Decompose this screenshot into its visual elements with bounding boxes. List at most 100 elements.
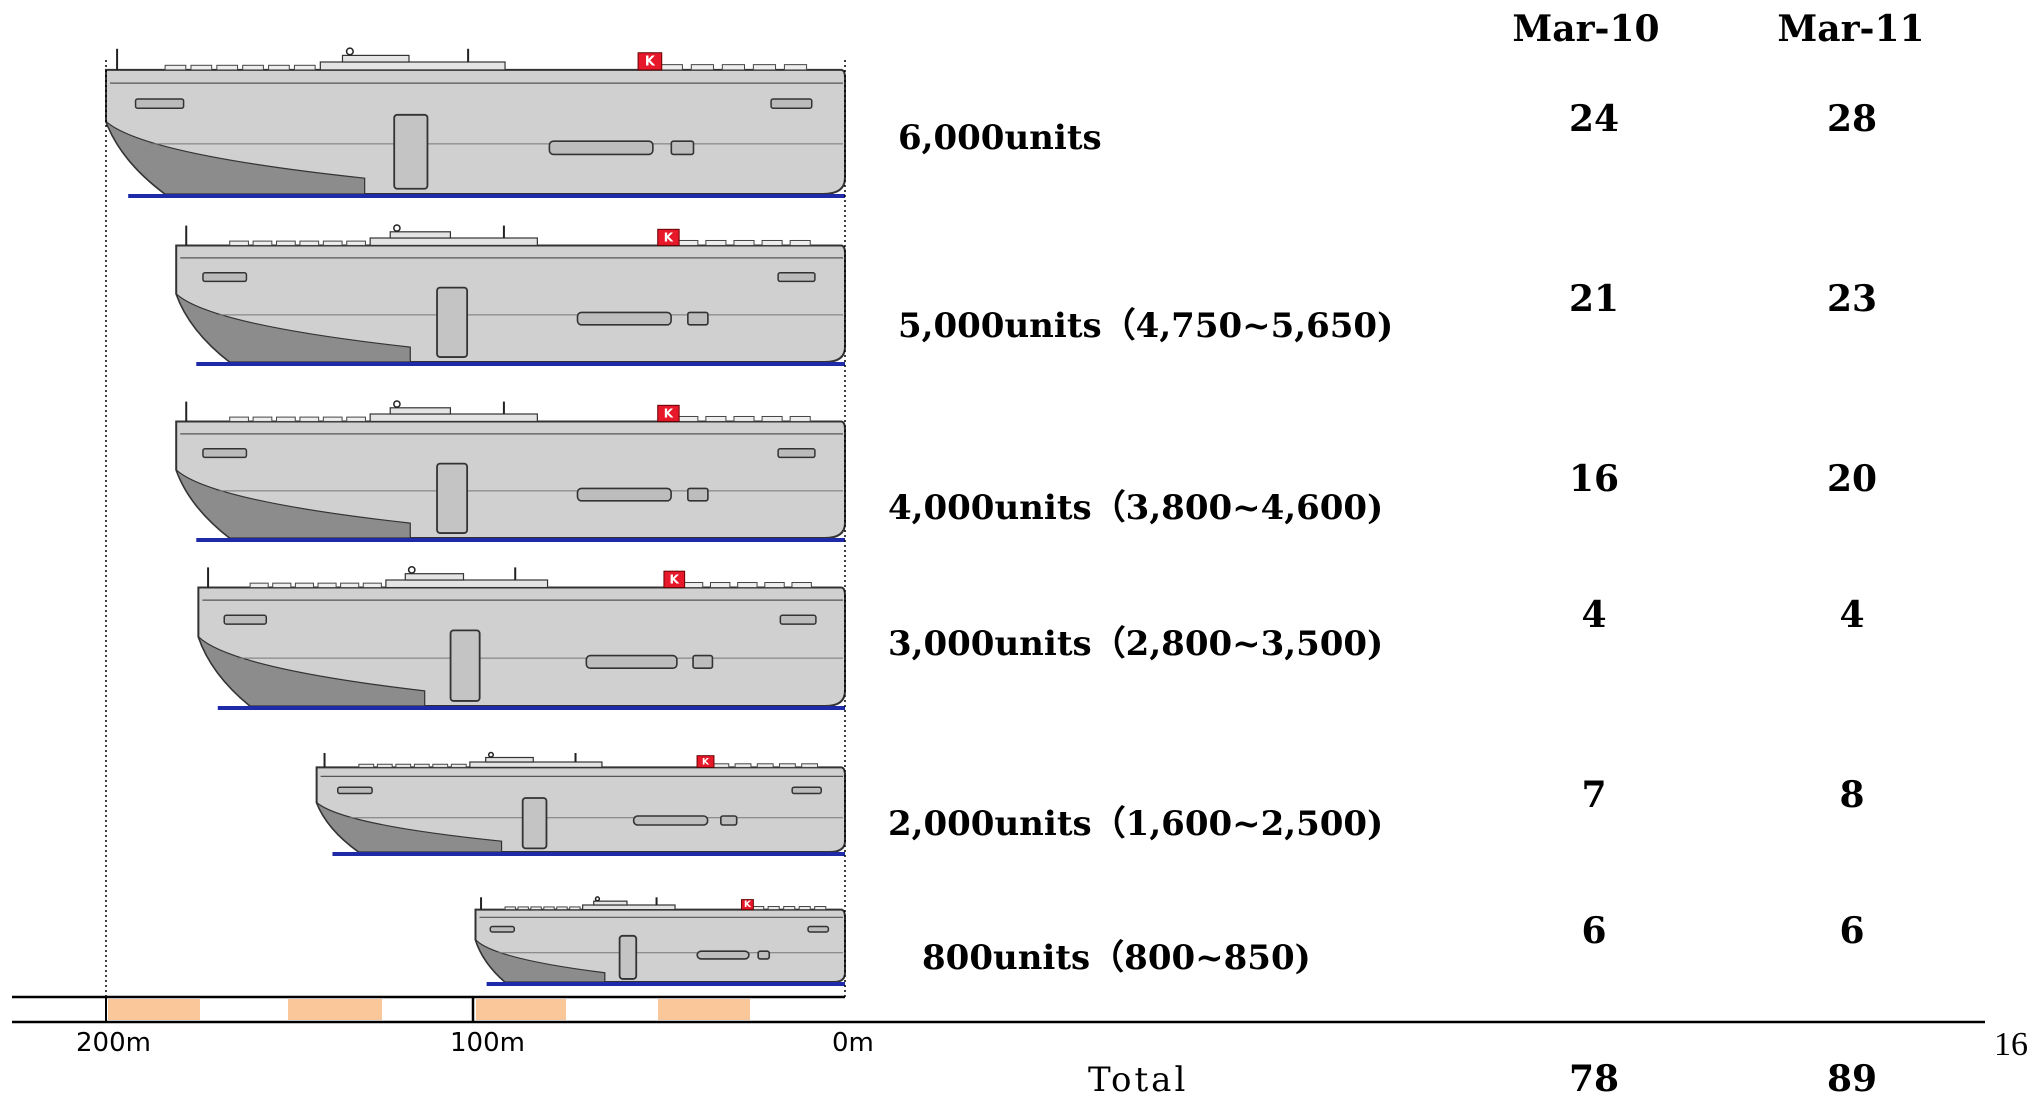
- deck-block: [737, 582, 758, 589]
- deck-block: [734, 763, 752, 768]
- deck-block: [677, 239, 699, 246]
- total-mar11: 89: [1826, 1058, 1878, 1100]
- radar: [407, 566, 416, 574]
- deck-block: [216, 64, 239, 71]
- deck-block: [752, 906, 765, 911]
- vent: [791, 786, 822, 795]
- window-small: [757, 950, 771, 960]
- deck-block: [710, 582, 731, 589]
- radar: [345, 47, 354, 56]
- vent: [489, 925, 516, 933]
- ship-6: K: [474, 896, 846, 986]
- k-logo: K: [702, 757, 710, 767]
- deck-block: [272, 582, 292, 589]
- value-5000-mar10: 21: [1568, 278, 1620, 320]
- vent: [770, 98, 813, 109]
- funnel: [657, 228, 680, 246]
- ship-2: K: [175, 224, 846, 366]
- bridge-top: [389, 231, 452, 239]
- deck-block: [432, 763, 449, 768]
- deck-block: [299, 416, 320, 422]
- deck-block: [721, 64, 745, 71]
- deck-block: [340, 582, 360, 589]
- hull-bow: [175, 293, 411, 363]
- ship-5: K: [315, 751, 846, 856]
- deck-block: [358, 763, 375, 768]
- deck-block: [659, 64, 683, 71]
- scale-bar: [12, 995, 1985, 1024]
- window-small: [687, 487, 709, 502]
- k-logo: K: [670, 572, 680, 586]
- deck-block: [690, 64, 714, 71]
- radar: [393, 224, 401, 232]
- deck-block: [761, 239, 783, 246]
- window-small: [687, 311, 709, 326]
- vent: [779, 614, 817, 625]
- bridge: [369, 413, 538, 423]
- col-header-mar11: Mar-11: [1777, 8, 1925, 50]
- deck-block: [767, 906, 780, 911]
- deck-block: [229, 416, 249, 422]
- bridge: [582, 904, 676, 911]
- deck-block: [791, 582, 812, 589]
- window-small: [720, 815, 738, 826]
- ramp-door: [436, 286, 469, 358]
- k-logo: K: [664, 230, 674, 244]
- deck-block: [164, 64, 187, 71]
- ramp-door: [618, 934, 638, 980]
- deck-block: [294, 582, 314, 589]
- deck-block: [190, 64, 213, 71]
- radar: [393, 400, 401, 408]
- deck-block: [413, 763, 430, 768]
- ship-4: K: [197, 566, 846, 710]
- k-logo: K: [664, 406, 674, 420]
- value-2000-mar10: 7: [1581, 774, 1607, 816]
- vent: [337, 786, 373, 795]
- k-logo: K: [744, 900, 752, 910]
- col-header-mar10: Mar-10: [1512, 8, 1660, 50]
- vent: [223, 614, 268, 625]
- deck-block: [814, 906, 827, 911]
- deck-block: [705, 239, 727, 246]
- deck-block: [733, 415, 755, 422]
- hull-bow: [105, 120, 366, 195]
- deck-block: [783, 906, 796, 911]
- vent: [777, 271, 816, 283]
- hull-bow: [197, 636, 426, 707]
- funnel: [637, 52, 663, 71]
- deck-block: [756, 763, 774, 768]
- deck-block: [299, 240, 320, 246]
- deck-block: [543, 906, 555, 911]
- ramp-door: [393, 113, 429, 190]
- value-800-mar11: 6: [1839, 910, 1865, 952]
- bridge-top: [404, 573, 465, 581]
- window-strip: [696, 950, 750, 960]
- scale-band: [476, 999, 566, 1020]
- total-label: Total: [1088, 1060, 1189, 1100]
- scale-band: [288, 999, 382, 1020]
- bridge-top: [593, 900, 628, 906]
- k-logo: K: [645, 55, 656, 70]
- deck-block: [346, 416, 366, 422]
- deck-block: [752, 64, 777, 71]
- deck-block: [293, 64, 316, 71]
- deck-block: [789, 415, 811, 422]
- deck-block: [517, 906, 529, 911]
- row-label-6000: 6,000units: [898, 118, 1102, 158]
- window-strip: [576, 311, 672, 326]
- deck-block: [778, 763, 796, 768]
- vent: [202, 447, 248, 459]
- hull-bow: [175, 469, 411, 539]
- deck-block: [764, 582, 785, 589]
- deck-block: [783, 64, 808, 71]
- funnel: [663, 570, 686, 589]
- deck-block: [252, 240, 273, 246]
- deck-block: [395, 763, 412, 768]
- vent: [202, 271, 248, 283]
- hull-bow: [316, 802, 503, 853]
- ship-1: K: [105, 47, 846, 198]
- radar: [487, 751, 494, 758]
- radar: [594, 896, 601, 902]
- row-label-5000: 5,000units（4,750~5,650): [898, 306, 1394, 346]
